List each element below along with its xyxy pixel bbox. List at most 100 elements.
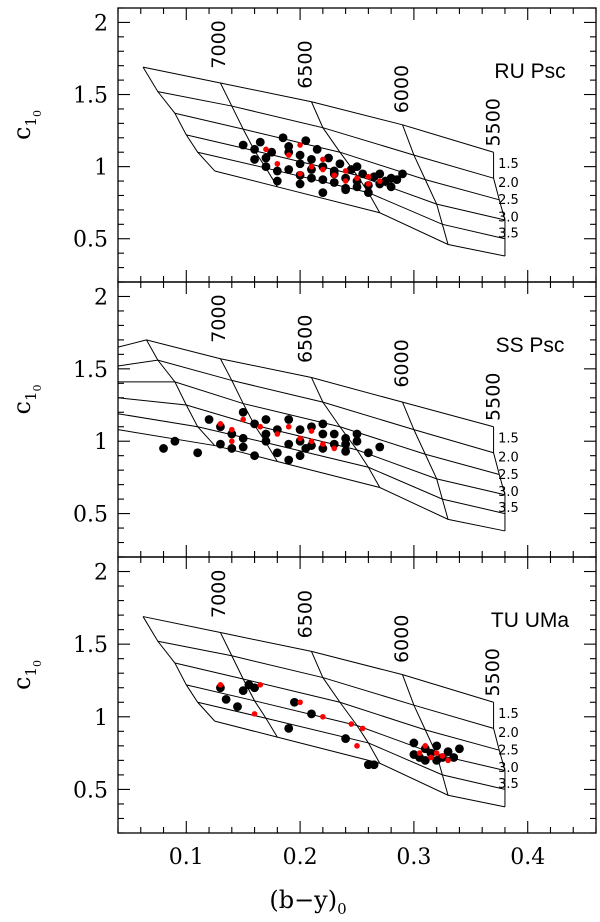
data-point-black [284,724,294,733]
grid-temp-line [493,426,506,531]
data-point-black [432,741,442,751]
panel-frame [117,556,597,834]
data-point-black [227,429,237,439]
data-point-black [318,175,328,185]
data-point-black [216,439,225,449]
temperature-label: 6000 [391,615,413,663]
data-point-black [386,182,396,192]
data-point-red [445,757,451,764]
y-axis-title: c10 [8,385,44,415]
data-point-red [422,743,429,749]
data-point-black [233,702,242,712]
data-point-red [433,750,440,756]
data-point-black [443,747,453,757]
data-point-red [297,699,303,706]
x-tick-label: 0.3 [396,845,431,870]
logg-label: 2.5 [498,468,519,483]
data-point-black [284,455,294,465]
data-point-black [261,429,271,439]
data-point-black [329,429,339,439]
logg-label: 2.0 [498,450,519,465]
data-point-black [261,153,271,163]
grid-temp-line [402,401,449,520]
grid-temp-line [142,616,216,722]
grid-temp-line [402,674,449,796]
data-point-black [272,166,282,176]
y-tick-label: 0.5 [73,228,108,253]
data-point-red [285,152,292,158]
data-point-black [409,750,419,759]
data-point-red [217,421,224,427]
data-point-black [284,415,294,424]
data-point-black [426,748,436,758]
data-point-black [295,150,305,160]
data-point-black [352,182,362,192]
temperature-label: 5500 [482,98,504,146]
data-point-black [261,162,271,172]
data-point-black [261,415,271,424]
data-point-black [284,165,294,174]
grid-logg-line [157,640,494,729]
grid-logg-line [117,429,506,532]
logg-label: 2.0 [498,176,519,191]
data-point-black [329,439,339,449]
x-tick-label: 0.1 [169,845,204,870]
grid-logg-line [117,397,506,496]
grid-logg-line [142,616,494,703]
data-point-black [295,159,305,169]
data-point-red [359,725,366,732]
star-name-label: SS Psc [496,334,565,357]
data-point-black [318,429,328,439]
data-point-black [363,188,373,197]
data-point-black [307,441,316,450]
y-tick-label: 1 [94,706,108,731]
data-point-black [341,439,351,449]
y-axis-title-sub2: 0 [31,660,44,667]
data-point-black [250,683,259,693]
grid-logg-line [118,381,500,475]
data-point-black [369,760,379,770]
data-point-black [329,166,339,176]
data-point-black [318,444,328,453]
data-point-red [320,441,326,447]
data-point-red [331,445,338,452]
y-tick-label: 1.5 [73,358,108,383]
data-point-black [295,451,305,461]
data-point-black [238,407,248,417]
grid-temp-line [219,632,278,738]
data-point-red [257,682,264,688]
data-point-black [250,155,259,164]
logg-label: 3.0 [498,210,519,225]
data-point-black [221,694,231,704]
data-point-red [274,431,281,437]
grid-temp-line [493,152,506,257]
temperature-label: 7000 [208,294,230,342]
data-point-black [250,451,259,461]
data-point-black [284,439,294,449]
data-point-black [420,755,430,765]
grid-temp-line [219,82,278,188]
data-points [216,680,464,770]
data-point-red [354,175,360,181]
y-tick-label: 1 [94,430,108,455]
temperature-label: 6000 [391,65,413,113]
data-point-black [375,169,385,179]
data-point-red [297,142,303,148]
data-point-red [320,713,326,720]
data-point-black [295,179,305,189]
data-point-red [297,435,303,442]
logg-label: 3.5 [498,777,519,792]
data-point-black [255,137,265,147]
data-point-black [329,178,339,187]
data-point-black [386,173,396,183]
data-point-black [352,162,362,172]
data-point-red [439,753,446,759]
y-tick-label: 1.5 [73,633,108,658]
data-point-red [354,743,360,749]
data-point-black [193,448,203,458]
grid-temp-line [311,651,381,764]
